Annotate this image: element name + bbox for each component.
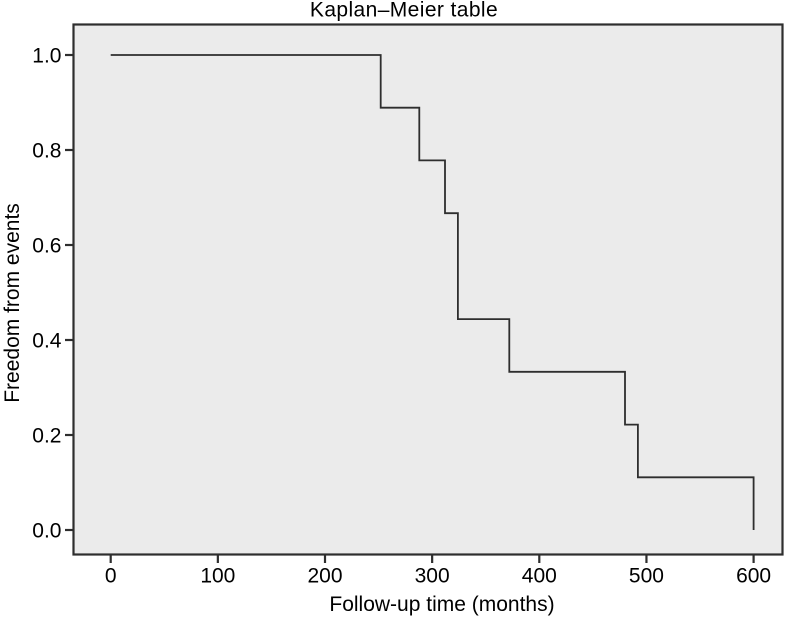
chart-title: Kaplan–Meier table: [310, 0, 498, 22]
y-tick-label: 0.2: [32, 425, 61, 448]
x-axis: 0 100 200 300 400 500 600: [105, 554, 771, 588]
y-tick-label: 0.0: [32, 520, 61, 543]
x-tick-label: 100: [200, 565, 235, 588]
x-tick-label: 600: [736, 565, 771, 588]
x-axis-title: Follow-up time (months): [329, 593, 554, 616]
km-survival-curve: [110, 54, 755, 530]
x-tick-label: 200: [307, 565, 342, 588]
x-tick-label: 400: [522, 565, 557, 588]
y-tick-label: 0.6: [32, 235, 61, 258]
x-tick-label: 0: [105, 565, 117, 588]
y-axis: 0.0 0.2 0.4 0.6 0.8 1.0: [32, 45, 74, 543]
y-axis-title: Freedom from events: [1, 203, 24, 403]
plot-area-background: [73, 24, 783, 555]
y-tick-label: 0.4: [32, 330, 62, 353]
y-tick-label: 0.8: [32, 140, 61, 163]
plot-frame: [72, 23, 784, 556]
x-tick-label: 500: [629, 565, 664, 588]
x-tick-label: 300: [415, 565, 450, 588]
y-tick-label: 1.0: [32, 45, 61, 68]
